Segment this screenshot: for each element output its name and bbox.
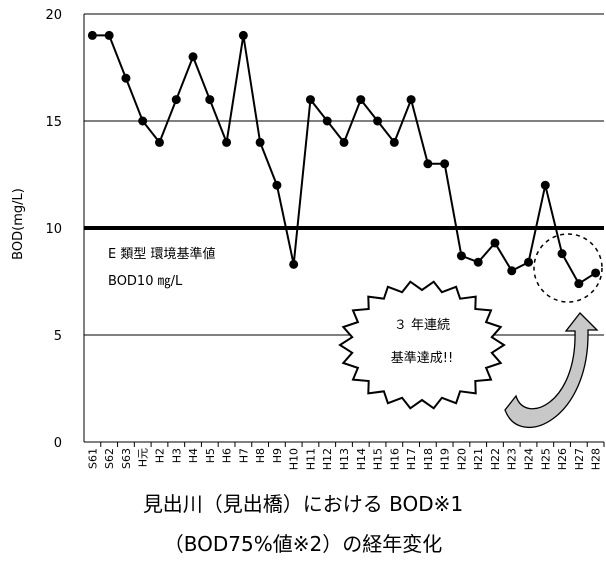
data-point [188, 52, 198, 62]
data-point [557, 249, 567, 259]
x-tick-label: H17 [405, 448, 418, 470]
x-tick-label: H5 [204, 448, 217, 463]
reference-label-line2: BOD10 ㎎/L [108, 274, 183, 289]
data-point [373, 116, 383, 126]
x-tick-label: H11 [304, 448, 317, 470]
x-tick-label: H24 [523, 448, 536, 470]
caption-line2: （BOD75%値※2）の経年変化 [163, 532, 443, 556]
data-point [356, 95, 366, 105]
x-tick-label: H8 [254, 448, 267, 463]
data-point [305, 95, 315, 105]
x-tick-label: H2 [153, 448, 166, 463]
data-point [154, 137, 164, 147]
x-tick-label: H26 [556, 448, 569, 470]
x-tick-label: H7 [237, 448, 250, 463]
data-point [490, 238, 500, 248]
data-point [456, 251, 466, 261]
callout-arrow [504, 312, 599, 428]
data-point [591, 268, 601, 278]
data-point [171, 95, 181, 105]
y-tick-label: 0 [54, 436, 62, 451]
y-axis-label: BOD(mg/L) [11, 188, 26, 260]
data-point [104, 30, 114, 40]
x-tick-label: H19 [439, 448, 452, 470]
data-point [121, 73, 131, 83]
x-tick-label: H13 [338, 448, 351, 470]
x-tick-label: H25 [539, 448, 552, 470]
x-tick-label: H28 [590, 448, 603, 470]
y-tick-label: 15 [45, 115, 62, 130]
data-point [87, 30, 97, 40]
burst-text-line1: ３ 年連続 [394, 318, 450, 333]
data-point [238, 30, 248, 40]
data-point [289, 259, 299, 269]
x-tick-label: H14 [355, 448, 368, 470]
x-tick-label: S63 [120, 448, 133, 469]
data-series [87, 30, 601, 289]
x-tick-label: H18 [422, 448, 435, 470]
data-point [440, 159, 450, 169]
data-point [272, 180, 282, 190]
x-tick-label: H21 [472, 448, 485, 470]
data-point [205, 95, 215, 105]
x-tick-label: S62 [103, 448, 116, 469]
x-tick-label: H27 [573, 448, 586, 470]
burst-text-line2: 基準達成!! [391, 350, 453, 366]
data-point [524, 257, 534, 267]
x-tick-label: H4 [187, 448, 200, 463]
data-point [138, 116, 148, 126]
y-tick-label: 5 [54, 329, 62, 344]
data-point [255, 137, 265, 147]
caption-line1: 見出川（見出橋）における BOD※1 [142, 492, 464, 516]
x-tick-label: H22 [489, 448, 502, 470]
axes [83, 14, 605, 447]
data-point [574, 279, 584, 289]
data-point [222, 137, 232, 147]
data-point [540, 180, 550, 190]
data-point [423, 159, 433, 169]
x-tick-label: H9 [271, 448, 284, 463]
reference-label-line1: E 類型 環境基準値 [108, 246, 215, 262]
data-point [406, 95, 416, 105]
x-tick-label: H15 [372, 448, 385, 470]
y-tick-label: 20 [45, 8, 62, 23]
y-tick-labels: 0 5 10 15 20 [45, 8, 62, 451]
x-tick-label: H元 [137, 448, 150, 467]
data-point [322, 116, 332, 126]
data-point [389, 137, 399, 147]
data-point [339, 137, 349, 147]
x-tick-label: S61 [86, 448, 99, 469]
x-tick-label: H10 [288, 448, 301, 470]
x-tick-label: H23 [506, 448, 519, 470]
x-tick-label: H12 [321, 448, 334, 470]
data-point [507, 266, 517, 276]
y-tick-label: 10 [45, 222, 62, 237]
x-tick-label: H20 [455, 448, 468, 470]
x-tick-label: H16 [388, 448, 401, 470]
highlight-circle [533, 233, 603, 303]
x-tick-labels: S61 S62 S63 H元 H2 H3 H4 H5 H6 H7 H8 H9 H10 H11 H12 H13 H… [86, 448, 602, 470]
x-tick-label: H6 [221, 448, 234, 463]
burst-callout [338, 280, 506, 410]
x-tick-label: H3 [170, 448, 183, 463]
data-point [473, 257, 483, 267]
